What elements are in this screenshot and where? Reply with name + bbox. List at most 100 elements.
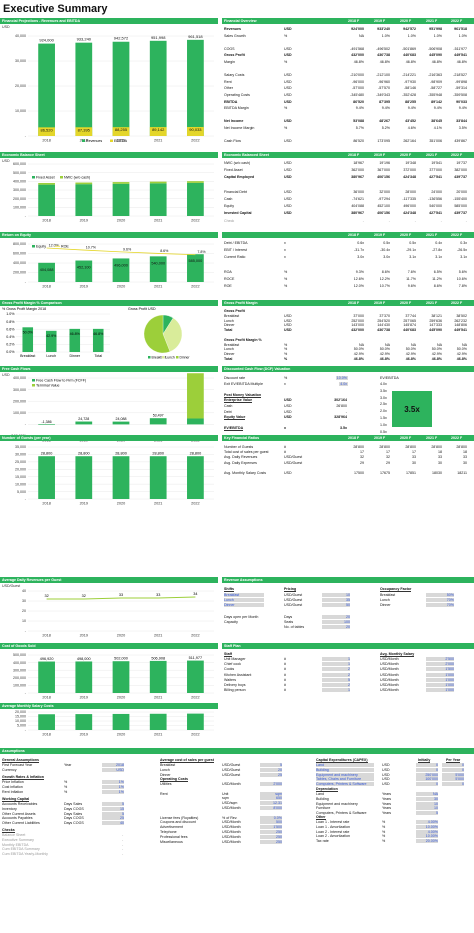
row-label[interactable]: Equipment and machinery [316,772,374,777]
price-input[interactable]: 50 [322,603,350,607]
value-input[interactable]: 12.31 [260,801,282,806]
row-unit: # [284,657,286,661]
ebitda-label: 86,520 [40,127,53,132]
occupancy-input[interactable]: 70% [426,603,454,607]
salary-input[interactable]: 1'000 [426,683,454,687]
value-input[interactable]: 1% [102,789,124,794]
value-input[interactable]: 15 [102,806,124,811]
value-input[interactable]: 25 [102,816,124,821]
value-input[interactable]: 10.00% [416,824,438,829]
value-input[interactable]: 2'000 [260,782,282,786]
ebitda-label: 88,255 [115,127,128,132]
cell-value: 50.0% [405,347,416,352]
row-label: Accounts Receivables [2,802,38,806]
salary-input[interactable]: 1'500 [426,667,454,672]
value-input[interactable]: 20 [260,767,282,772]
value-input[interactable]: 4.00% [416,820,438,824]
salary-input[interactable]: 2'500 [426,657,454,661]
shift-name[interactable]: Dinner [224,603,264,607]
salary-input[interactable]: 1'000 [426,672,454,677]
value-input[interactable]: USD [102,767,124,772]
value-input[interactable]: 30 [416,796,438,801]
salary-input[interactable]: 1'000 [426,677,454,682]
staff-count-input[interactable]: 1 [322,688,350,693]
capex-initial-input[interactable]: 100'000 [416,777,438,782]
value-input[interactable]: 500 [260,820,282,825]
value-input[interactable]: 2018 [102,763,124,767]
value-input[interactable]: 5 [102,811,124,816]
value-input[interactable]: 250 [260,839,282,844]
capex-yearly-input[interactable]: 0 [442,763,464,767]
value-input[interactable]: 650 [260,796,282,801]
value-input[interactable]: 10 [416,806,438,811]
guests-bar [187,456,204,499]
value-input[interactable]: 20.00% [416,839,438,844]
staff-count-input[interactable]: 1 [322,662,350,667]
cell-value: -97'294 [378,197,390,201]
capex-initial-input[interactable]: 0 [416,767,438,772]
row-unit: USD/Guest [222,772,241,777]
capex-yearly-input[interactable]: 5'000 [442,772,464,777]
cogs-chart: 500,000 400,000 300,000 200,000 100,000 - 2018… [13,653,214,700]
staff-count-input[interactable]: 5 [322,677,350,682]
value-input[interactable]: 20 [322,615,350,619]
dcf-input[interactable]: 10.0% [335,376,348,380]
value-input[interactable]: 40 [102,821,124,826]
value-input[interactable]: 5 [102,802,124,806]
row-label[interactable]: Land [316,763,374,767]
capex-initial-input[interactable]: 0 [416,763,438,767]
value-input[interactable]: 10 [416,801,438,806]
cell-value: 933'240 [377,27,390,31]
staff-count-input[interactable]: 2 [322,683,350,687]
table-row: Avg. Monthly Salary Costs USD 17500 17675 17… [222,471,474,475]
occupancy-input[interactable]: 70% [426,598,454,602]
legend-swatch [176,356,179,359]
capex-initial-input[interactable]: 250'000 [416,772,438,777]
value-input[interactable]: sqm [260,791,282,796]
value-input[interactable]: 0.0% [260,815,282,820]
value-input[interactable]: 250 [260,830,282,834]
dcf-input[interactable]: 4.0x [339,381,348,386]
shift-name[interactable]: Breakfast [224,593,264,597]
staff-count-input[interactable]: 2 [322,672,350,677]
capex-yearly-input[interactable]: 5'000 [442,777,464,782]
value-input[interactable]: 1% [102,784,124,789]
table-row [222,421,474,425]
x-tick-label: 2021 [154,696,162,700]
value-input[interactable]: 1% [102,780,124,784]
table-row: Equity Value USD 328'964 [222,415,474,421]
legend-label: Equity [36,245,46,249]
staff-count-input[interactable]: 1 [322,657,350,661]
value-input[interactable]: 4.00% [416,829,438,834]
value-input[interactable]: 10.00% [416,834,438,839]
salary-input[interactable]: 1'000 [426,688,454,693]
value-input[interactable]: 25 [260,772,282,777]
value-input[interactable]: 1'500 [260,825,282,830]
cell-value: 1.0% [433,33,442,38]
capex-yearly-input[interactable]: 0 [442,782,464,787]
capex-yearly-input[interactable]: 0 [442,767,464,772]
value-input[interactable]: 20 [322,625,350,629]
value-input[interactable]: 5 [416,811,438,816]
revenue-label: 961,518 [188,34,203,39]
row-label[interactable]: Building [316,767,374,772]
revenue-label: 933,240 [77,37,92,42]
value-input[interactable]: 100 [322,620,350,624]
row-label[interactable]: Computers, Printers & Software [316,782,374,787]
salary-input[interactable]: 2'000 [426,662,454,667]
cogs-label: 498,000 [77,657,91,661]
value-input[interactable]: 8'000 [260,806,282,810]
row-label[interactable]: Tables, Chairs and Furniture [316,777,374,782]
capex-initial-input[interactable]: 0 [416,782,438,787]
price-input[interactable]: 10 [322,593,350,597]
value-input[interactable]: 250 [260,834,282,839]
column-label: Initially [418,758,431,763]
price-input[interactable]: 35 [322,598,350,602]
legend-label: Free Cash Flow to Firm (FCFF) [36,379,86,383]
occupancy-input[interactable]: 50% [426,593,454,597]
shift-name[interactable]: Lunch [224,598,264,602]
value-input[interactable]: NA [416,792,438,796]
value-input[interactable]: 5 [260,763,282,767]
staff-count-input[interactable]: 2 [322,667,350,672]
cell-value: 0.5x [409,241,416,245]
